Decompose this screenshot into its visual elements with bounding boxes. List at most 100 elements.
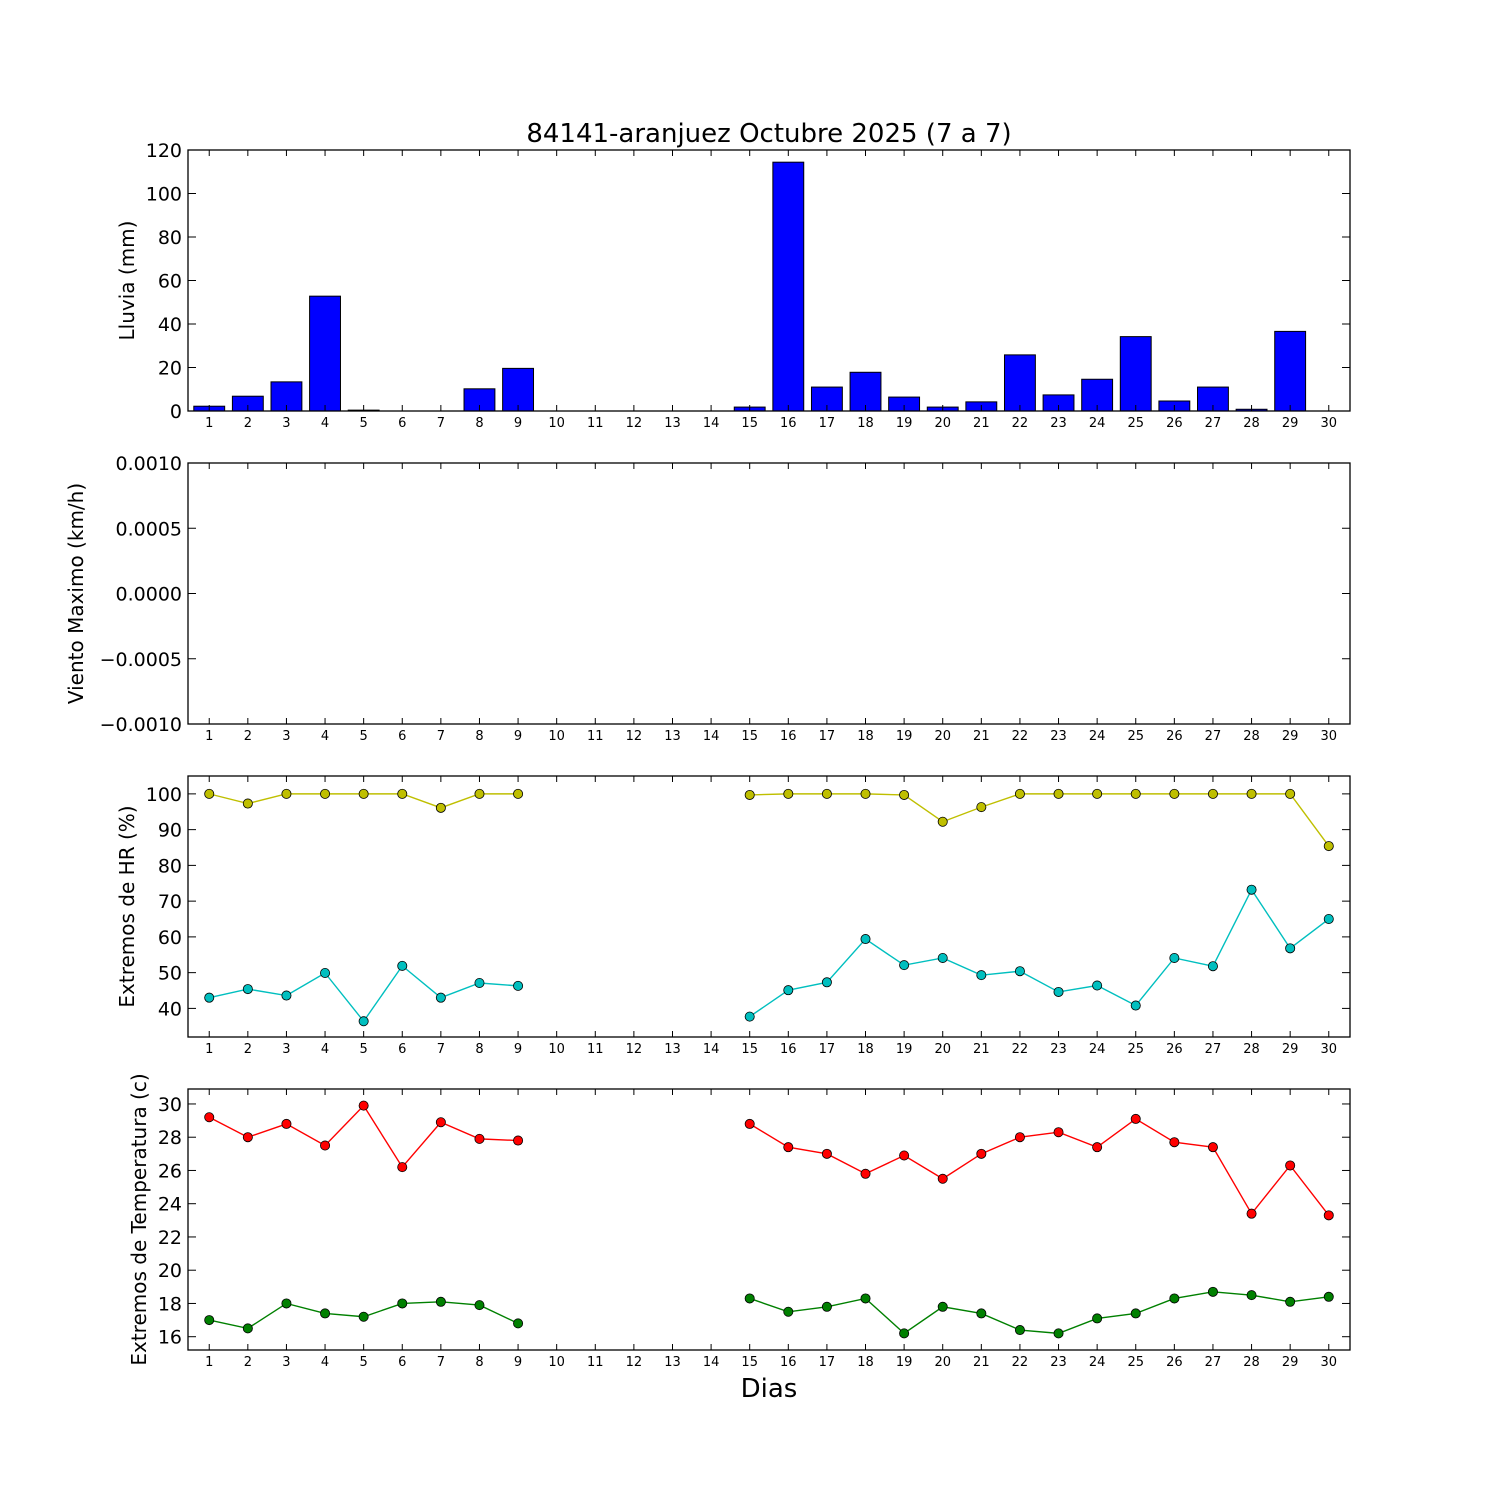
data-point-day-18	[860, 1168, 871, 1179]
data-point-day-26	[1169, 952, 1180, 963]
y-tick-label: 80	[158, 855, 182, 877]
data-point-day-2	[242, 1323, 253, 1334]
data-point-day-16	[783, 788, 794, 799]
x-tick-label: 14	[703, 1355, 720, 1370]
x-tick-label: 7	[437, 1355, 445, 1370]
y-axis-label: Lluvia (mm)	[115, 221, 139, 341]
x-tick-label: 23	[1050, 1042, 1067, 1057]
x-tick-label: 24	[1089, 416, 1106, 431]
data-point-day-15	[744, 789, 755, 800]
series-line-segment-2	[749, 793, 1330, 847]
x-tick-label: 9	[514, 1042, 522, 1057]
y-tick-label: 0.0005	[116, 518, 182, 540]
data-point-day-29	[1285, 788, 1296, 799]
y-tick-label: 20	[158, 358, 182, 380]
x-tick-label: 3	[282, 1042, 290, 1057]
x-tick-label: 3	[282, 729, 290, 744]
x-tick-label: 8	[475, 1355, 483, 1370]
x-tick-label: 2	[244, 729, 252, 744]
x-tick-label: 23	[1050, 729, 1067, 744]
data-point-day-8	[474, 978, 485, 989]
x-tick-label: 1	[205, 1042, 213, 1057]
x-tick-label: 20	[934, 1355, 951, 1370]
x-tick-label: 19	[896, 416, 913, 431]
data-point-day-19	[899, 789, 910, 800]
y-tick-label: 30	[158, 1094, 182, 1116]
x-tick-label: 10	[548, 416, 565, 431]
x-tick-label: 27	[1205, 1355, 1222, 1370]
data-point-day-5	[358, 788, 369, 799]
data-point-day-23	[1053, 1127, 1064, 1138]
data-point-day-3	[281, 990, 292, 1001]
data-point-day-29	[1285, 1160, 1296, 1171]
series-line-segment-1	[209, 964, 519, 1023]
data-point-day-20	[937, 1173, 948, 1184]
y-tick-label: 18	[158, 1293, 182, 1315]
x-tick-label: 7	[437, 729, 445, 744]
x-tick-label: 9	[514, 1355, 522, 1370]
y-tick-label: 50	[158, 963, 182, 985]
x-tick-label: 22	[1012, 1042, 1029, 1057]
y-axis-label: Extremos de Temperatura (c)	[127, 1073, 151, 1365]
x-tick-label: 4	[321, 416, 329, 431]
x-tick-label: 24	[1089, 1355, 1106, 1370]
data-point-day-7	[435, 1296, 446, 1307]
y-tick-label: −0.0005	[100, 649, 182, 671]
data-point-day-24	[1092, 980, 1103, 991]
data-point-day-30	[1323, 1210, 1334, 1221]
x-tick-label: 9	[514, 416, 522, 431]
x-tick-label: 21	[973, 416, 990, 431]
x-tick-label: 16	[780, 416, 797, 431]
x-tick-label: 11	[587, 729, 604, 744]
x-tick-label: 11	[587, 416, 604, 431]
data-point-day-5	[358, 1016, 369, 1027]
data-point-day-27	[1207, 1286, 1218, 1297]
data-point-day-25	[1130, 1113, 1141, 1124]
data-point-day-25	[1130, 1308, 1141, 1319]
axes-frame	[187, 1088, 1351, 1351]
x-tick-label: 29	[1282, 729, 1299, 744]
y-tick-label: 24	[158, 1194, 182, 1216]
y-tick-label: 120	[146, 140, 182, 162]
series-line-segment-2	[749, 1291, 1329, 1335]
data-point-day-21	[976, 970, 987, 981]
x-tick-label: 26	[1166, 1355, 1183, 1370]
x-tick-label: 4	[321, 1355, 329, 1370]
x-tick-label: 19	[896, 729, 913, 744]
data-point-day-4	[320, 1308, 331, 1319]
data-point-day-19	[899, 1150, 910, 1161]
x-tick-label: 6	[398, 1042, 406, 1057]
data-point-day-23	[1053, 1328, 1064, 1339]
data-point-day-22	[1014, 966, 1025, 977]
x-tick-label: 13	[664, 416, 681, 431]
data-point-day-20	[937, 952, 948, 963]
x-tick-label: 21	[973, 1355, 990, 1370]
x-tick-label: 28	[1243, 729, 1260, 744]
data-point-day-5	[358, 1100, 369, 1111]
data-point-day-4	[320, 788, 331, 799]
x-tick-label: 17	[819, 416, 836, 431]
data-point-day-15	[744, 1293, 755, 1304]
figure-title: 84141-aranjuez Octubre 2025 (7 a 7)	[526, 119, 1011, 149]
data-point-day-22	[1014, 788, 1025, 799]
series-line-segment-1	[208, 1104, 519, 1169]
data-point-day-24	[1092, 788, 1103, 799]
data-point-day-24	[1092, 1142, 1103, 1153]
x-tick-label: 29	[1282, 416, 1299, 431]
data-point-day-18	[860, 788, 871, 799]
data-point-day-17	[821, 1301, 832, 1312]
x-tick-label: 13	[664, 1042, 681, 1057]
data-point-day-1	[204, 788, 215, 799]
data-point-day-16	[783, 985, 794, 996]
x-tick-label: 30	[1320, 416, 1337, 431]
rain-bar-day-9	[502, 367, 535, 412]
x-tick-label: 14	[703, 416, 720, 431]
x-tick-label: 20	[934, 416, 951, 431]
x-tick-label: 15	[741, 1042, 758, 1057]
x-tick-label: 1	[205, 1355, 213, 1370]
x-tick-label: 18	[857, 1042, 874, 1057]
data-point-day-20	[937, 816, 948, 827]
